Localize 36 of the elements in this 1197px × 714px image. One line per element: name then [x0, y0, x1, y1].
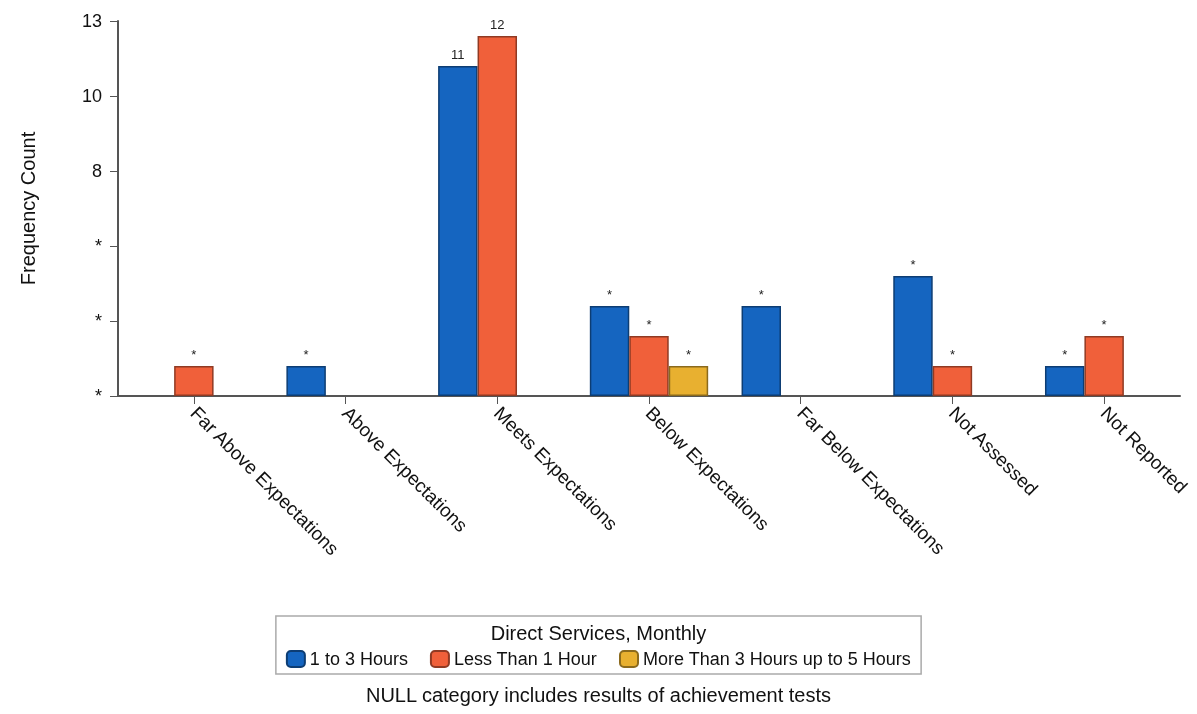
y-tick-label: 13	[81, 11, 102, 31]
data-label: *	[910, 257, 916, 272]
data-label: *	[1062, 347, 1068, 362]
bar	[286, 366, 326, 396]
data-label: *	[1101, 317, 1107, 332]
data-label: *	[949, 347, 955, 362]
bar	[477, 36, 518, 396]
bar	[438, 66, 478, 396]
bar	[741, 306, 781, 396]
bar	[589, 306, 630, 396]
bar	[1084, 336, 1124, 396]
legend-label: More Than 3 Hours up to 5 Hours	[643, 649, 911, 669]
data-label: *	[685, 347, 691, 362]
bar	[932, 366, 973, 396]
y-tick-label: *	[94, 311, 102, 331]
y-tick-label: 8	[91, 161, 102, 181]
legend-label: Less Than 1 Hour	[453, 649, 597, 669]
y-tick-label: 10	[81, 86, 102, 106]
bar	[174, 366, 214, 396]
bar	[1044, 366, 1085, 396]
data-label: 12	[490, 17, 505, 32]
data-label: *	[191, 347, 197, 362]
y-tick-label: *	[94, 386, 102, 406]
text: NULL category includes results of achievement tests	[365, 684, 832, 706]
data-label: *	[607, 287, 613, 302]
y-tick-label: *	[94, 236, 102, 256]
data-label: *	[303, 347, 309, 362]
bar	[893, 276, 933, 396]
bar	[629, 336, 669, 396]
data-label: *	[646, 317, 652, 332]
bar	[668, 366, 709, 396]
legend-label: 1 to 3 Hours	[309, 649, 408, 669]
data-label: 11	[451, 47, 465, 62]
legend-title: Direct Services, Monthly	[490, 622, 707, 644]
y-axis-title: Frequency Count	[17, 131, 39, 286]
data-label: *	[758, 287, 764, 302]
